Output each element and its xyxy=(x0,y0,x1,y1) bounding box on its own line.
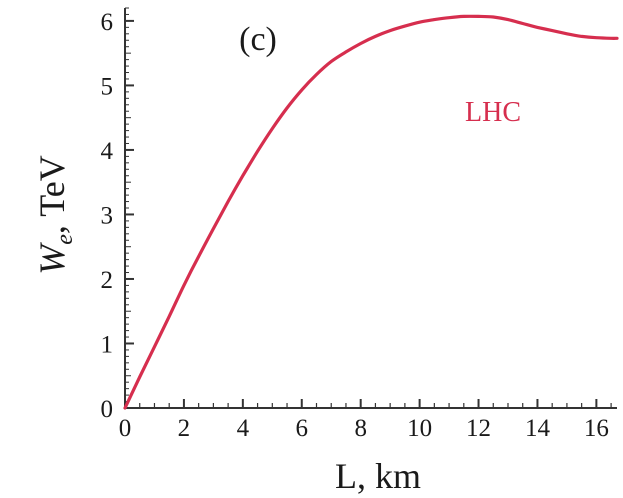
x-tick-label: 8 xyxy=(354,415,367,442)
y-axis-title-main: W xyxy=(32,242,72,275)
x-tick-label: 14 xyxy=(525,415,551,442)
y-tick-label: 4 xyxy=(101,138,114,165)
y-tick-label: 5 xyxy=(101,73,114,100)
x-tick-label: 0 xyxy=(119,415,132,442)
series-label-lhc: LHC xyxy=(465,97,521,128)
y-ticks: 0 1 2 3 4 5 6 xyxy=(101,7,134,423)
panel-label: (c) xyxy=(239,21,277,58)
y-tick-label: 1 xyxy=(101,331,114,358)
y-axis-title-unit: , TeV xyxy=(32,155,72,234)
x-tick-label: 10 xyxy=(407,415,432,442)
x-tick-label: 12 xyxy=(466,415,491,442)
x-ticks: 0 2 4 6 8 10 12 14 16 xyxy=(119,399,612,442)
series-line-lhc xyxy=(123,14,619,410)
x-axis-title: L, km xyxy=(335,456,421,496)
y-tick-label: 3 xyxy=(101,202,114,229)
y-tick-label: 2 xyxy=(101,267,114,294)
y-axis-title-sub: e xyxy=(52,234,78,245)
x-tick-label: 4 xyxy=(237,415,250,442)
y-axis-title: We, TeV xyxy=(32,155,78,274)
x-tick-label: 2 xyxy=(178,415,191,442)
series-group xyxy=(123,14,619,410)
y-tick-label: 6 xyxy=(101,9,114,36)
y-tick-label: 0 xyxy=(101,396,114,423)
x-tick-label: 6 xyxy=(296,415,309,442)
x-tick-label: 16 xyxy=(584,415,609,442)
